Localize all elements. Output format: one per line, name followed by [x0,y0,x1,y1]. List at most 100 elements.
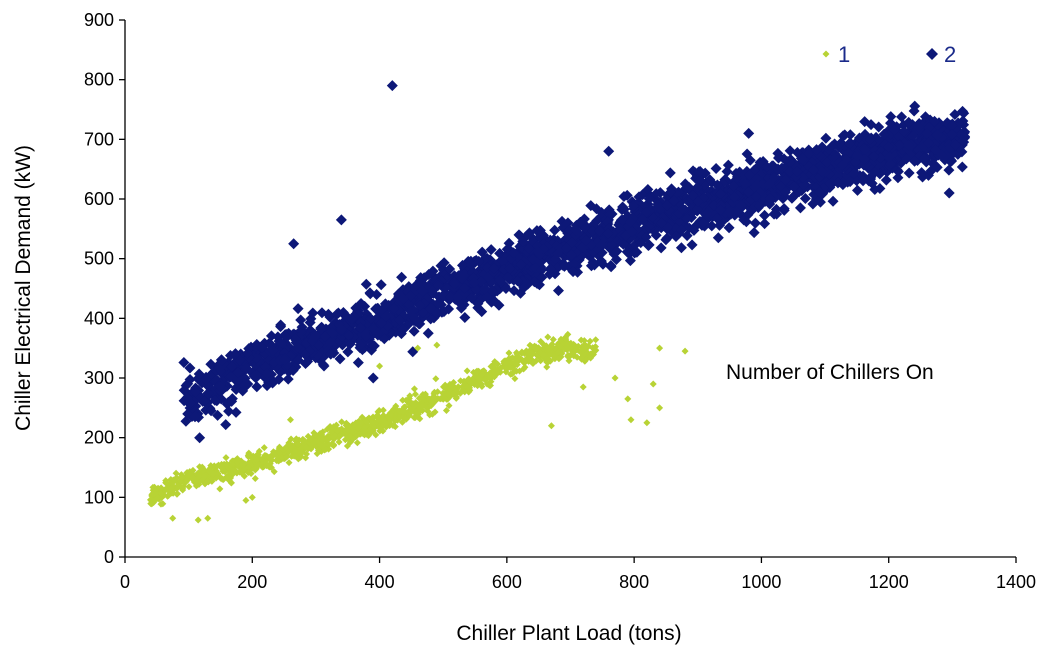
data-point [539,351,547,359]
data-point [517,235,529,247]
data-point [903,116,915,128]
data-point [532,246,544,258]
data-point [220,419,232,431]
data-point [449,278,461,290]
data-point [664,167,676,179]
data-point [742,186,754,198]
data-point [444,391,452,399]
data-point [808,164,820,176]
data-point [900,153,912,165]
data-point [227,479,235,487]
data-point [885,117,897,129]
data-point [427,265,439,277]
data-point [675,242,687,254]
data-point [244,463,252,471]
data-point [570,224,582,236]
data-point [681,212,693,224]
data-point [189,466,197,474]
data-point [475,375,483,383]
data-point [549,335,557,343]
data-point [164,491,172,499]
data-point [331,308,343,320]
data-point [344,338,356,350]
data-point [315,323,327,335]
data-point [360,278,372,290]
data-point [189,474,197,482]
data-point [294,441,302,449]
data-point [239,460,247,468]
data-point [485,244,497,256]
data-point [711,212,723,224]
data-point [419,390,427,398]
data-point [694,174,706,186]
data-point [366,427,374,435]
data-point [223,460,231,468]
data-point [593,225,605,237]
data-point [182,478,190,486]
data-point [544,263,556,275]
legend-label-1: 1 [838,42,850,67]
data-point [515,259,527,271]
data-point [318,436,326,444]
data-point [878,128,890,140]
y-tick-label: 700 [84,129,114,149]
data-point [844,138,856,150]
data-point [708,199,720,211]
data-point [466,259,478,271]
data-point [505,349,513,357]
data-point [656,404,664,412]
data-point [292,341,304,353]
data-point [949,109,961,121]
data-point [952,148,964,160]
data-point [254,461,262,469]
data-point [282,373,294,385]
data-point [929,115,941,127]
data-point [184,362,196,374]
data-point [194,516,202,524]
data-point [179,485,187,493]
data-point [567,266,579,278]
data-point [681,347,689,355]
data-point [480,291,492,303]
data-point [573,353,581,361]
data-point [285,459,293,467]
data-point [292,303,304,315]
data-point [779,174,791,186]
data-point [345,313,357,325]
data-point [508,247,520,259]
data-point [353,439,361,447]
data-point [378,333,390,345]
data-point [739,178,751,190]
data-point [624,255,636,267]
legend-marker-1 [822,50,830,58]
data-point [365,313,377,325]
data-point [292,435,300,443]
data-point [888,124,900,136]
data-point [534,224,546,236]
data-point [343,442,351,450]
data-point [941,117,953,129]
data-point [267,377,279,389]
data-point [946,128,958,140]
data-point [688,224,700,236]
data-point [438,257,450,269]
data-point [946,119,958,131]
data-point [214,380,226,392]
ticks-layer: 0 100 200 300 400 500 600 700 800 900 0 200 400 600 80… [84,10,1036,592]
x-tick-label: 1000 [741,572,781,592]
data-point [605,239,617,251]
data-point [437,290,449,302]
data-point [602,228,614,240]
data-point [660,234,672,246]
data-point [414,299,426,311]
data-point [372,327,384,339]
data-point [397,293,409,305]
data-point [473,367,481,375]
data-point [190,386,202,398]
data-point [577,215,589,227]
data-point [224,349,236,361]
data-point [943,164,955,176]
data-point [318,430,326,438]
data-point [617,214,629,226]
